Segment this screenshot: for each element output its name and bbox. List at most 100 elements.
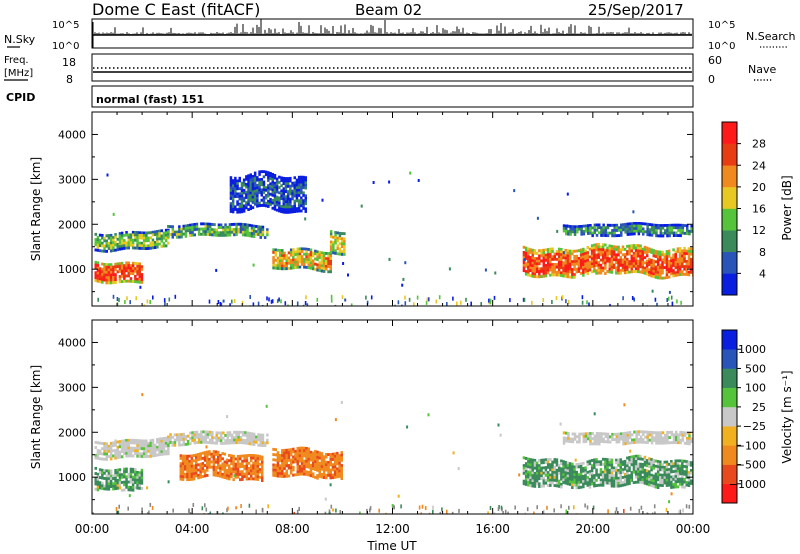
power-cell — [234, 179, 237, 183]
power-noise — [266, 296, 268, 301]
power-cell — [258, 204, 261, 208]
power-cell — [96, 279, 100, 283]
velocity-cell — [589, 432, 592, 435]
power-cell — [116, 245, 119, 249]
velocity-cell — [573, 478, 576, 482]
power-cell — [612, 255, 616, 259]
velocity-cell — [219, 456, 222, 460]
velocity-cell — [562, 468, 565, 471]
nave-tick-bottom: 0 — [708, 73, 715, 86]
power-cell — [577, 257, 581, 260]
velocity-cell — [531, 476, 534, 480]
power-cell — [648, 257, 651, 261]
velocity-cell — [195, 464, 198, 467]
velocity-cell — [186, 465, 189, 469]
power-cell — [138, 236, 141, 240]
power-cell — [580, 232, 583, 236]
velocity-cell — [235, 441, 238, 445]
velocity-cell — [683, 470, 686, 474]
velocity-cell — [661, 431, 665, 435]
velocity-cell — [590, 482, 594, 486]
power-cell — [136, 264, 139, 268]
power-cell — [571, 273, 574, 277]
power-cell — [131, 272, 135, 276]
power-cell — [633, 229, 636, 233]
velocity-cell — [654, 464, 658, 468]
power-speck — [388, 180, 391, 184]
velocity-cell — [565, 436, 568, 440]
velocity-cell — [230, 438, 234, 442]
power-cell — [273, 200, 277, 203]
velocity-cell — [606, 460, 609, 464]
power-cell — [256, 202, 259, 205]
velocity-cell — [230, 454, 233, 458]
velocity-noise — [267, 504, 269, 509]
velocity-cell — [573, 481, 576, 484]
velocity-cell — [678, 477, 682, 481]
power-cell — [564, 251, 567, 255]
power-cell — [300, 199, 303, 202]
power-cell — [615, 234, 619, 238]
velocity-cell — [587, 437, 590, 441]
power-noise — [488, 298, 490, 303]
velocity-cell — [204, 435, 207, 439]
velocity-cell — [96, 483, 100, 487]
power-cell — [246, 231, 249, 235]
velocity-cell — [645, 474, 649, 478]
velocity-cell — [300, 457, 304, 460]
velocity-cell — [678, 467, 682, 471]
velocity-cell — [94, 466, 97, 470]
power-cell — [101, 234, 104, 237]
velocity-cell — [562, 473, 565, 477]
power-cell — [236, 187, 239, 191]
velocity-cell — [608, 471, 611, 475]
power-cell — [340, 250, 344, 254]
power-cell — [325, 257, 328, 261]
power-cell — [577, 264, 581, 268]
power-cell — [601, 269, 605, 273]
velocity-cell — [336, 451, 339, 455]
power-cell — [246, 228, 249, 232]
velocity-cell — [573, 435, 577, 439]
velocity-cell — [311, 451, 315, 455]
power-cell — [582, 255, 585, 259]
velocity-cell — [303, 472, 306, 476]
power-cell — [262, 180, 266, 184]
power-cell — [626, 227, 630, 231]
power-cell — [641, 258, 644, 261]
power-cell — [302, 207, 305, 210]
velocity-cell — [149, 449, 152, 453]
velocity-cell — [617, 469, 620, 472]
power-cell — [184, 229, 188, 233]
power-cell — [101, 278, 104, 282]
velocity-cell — [595, 439, 599, 443]
velocity-cell — [654, 483, 658, 486]
power-cell — [564, 274, 567, 278]
power-cell — [300, 178, 303, 182]
velocity-cell — [661, 484, 664, 487]
power-cell — [98, 238, 102, 242]
velocity-cell — [136, 484, 139, 487]
power-cell — [601, 248, 605, 252]
power-cell — [538, 257, 541, 260]
velocity-cell — [609, 440, 612, 444]
velocity-cell — [281, 469, 284, 473]
power-cell — [305, 252, 308, 256]
velocity-cell — [573, 465, 576, 469]
velocity-cell — [201, 464, 205, 468]
velocity-cell — [109, 469, 113, 473]
velocity-cell — [630, 455, 633, 459]
velocity-cell — [107, 482, 111, 486]
velocity-cell — [623, 483, 627, 487]
velocity-cell — [635, 435, 638, 439]
velocity-cell — [643, 463, 647, 467]
power-cell — [610, 255, 614, 259]
velocity-cell — [644, 430, 647, 434]
power-cell — [114, 235, 117, 239]
power-cell — [595, 223, 599, 227]
velocity-noise — [553, 508, 555, 513]
velocity-cell — [555, 474, 559, 477]
power-cell — [610, 247, 614, 251]
power-cell — [598, 226, 601, 229]
power-cell — [650, 269, 653, 273]
